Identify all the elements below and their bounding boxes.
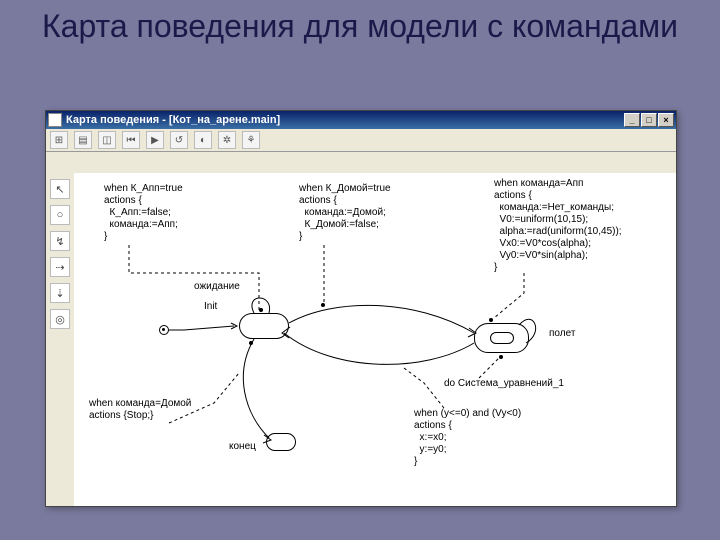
tdot-2 — [321, 303, 325, 307]
label-wait: ожидание — [194, 281, 240, 292]
tb-btn-2[interactable]: ▤ — [74, 131, 92, 149]
state-end[interactable] — [266, 433, 296, 451]
tdot-5 — [249, 341, 253, 345]
app-window: Карта поведения - [Кот_на_арене.main] _ … — [45, 110, 677, 507]
tdot-3 — [489, 318, 493, 322]
label-fly: полет — [549, 328, 575, 339]
tb-btn-6[interactable]: ↺ — [170, 131, 188, 149]
tdot-1 — [259, 308, 263, 312]
anno-app-cmd: when К_Апп=true actions { К_Апп:=false; … — [104, 183, 183, 243]
window-titlebar: Карта поведения - [Кот_на_арене.main] _ … — [46, 111, 676, 129]
maximize-button[interactable]: □ — [641, 113, 657, 127]
tool-sidebar: ↖ ○ ↯ ⇢ ⇣ ◎ — [46, 173, 75, 506]
tdot-4 — [499, 355, 503, 359]
label-end: конец — [229, 441, 256, 452]
sb-arrow-down-icon[interactable]: ⇣ — [50, 283, 70, 303]
anno-cmd-app: when команда=Апп actions { команда:=Нет_… — [494, 178, 622, 274]
sb-target-icon[interactable]: ◎ — [50, 309, 70, 329]
statechart-canvas: when К_Апп=true actions { К_Апп:=false; … — [74, 173, 676, 506]
tb-btn-7[interactable]: ◐ — [194, 131, 212, 149]
sb-transition-icon[interactable]: ↯ — [50, 231, 70, 251]
tb-btn-8[interactable]: ✲ — [218, 131, 236, 149]
app-icon — [48, 113, 62, 127]
label-init: Init — [204, 301, 217, 312]
toolbar-row-2 — [46, 152, 676, 175]
window-title: Карта поведения - [Кот_на_арене.main] — [66, 114, 280, 126]
anno-do-sys: do Система_уравнений_1 — [444, 378, 564, 390]
sb-pointer-icon[interactable]: ↖ — [50, 179, 70, 199]
sb-circle-icon[interactable]: ○ — [50, 205, 70, 225]
init-dot — [162, 328, 165, 331]
tb-btn-1[interactable]: ⊞ — [50, 131, 68, 149]
sb-arrow-right-icon[interactable]: ⇢ — [50, 257, 70, 277]
state-fly-inner — [490, 332, 514, 344]
tb-btn-3[interactable]: ◫ — [98, 131, 116, 149]
tb-btn-4[interactable]: ⏮ — [122, 131, 140, 149]
close-button[interactable]: × — [658, 113, 674, 127]
tb-btn-9[interactable]: ⚘ — [242, 131, 260, 149]
anno-home-cmd: when К_Домой=true actions { команда:=Дом… — [299, 183, 391, 243]
toolbar-row-1: ⊞ ▤ ◫ ⏮ ▶ ↺ ◐ ✲ ⚘ — [46, 129, 676, 152]
state-wait[interactable] — [239, 313, 289, 339]
minimize-button[interactable]: _ — [624, 113, 640, 127]
anno-land: when (y<=0) and (Vy<0) actions { x:=x0; … — [414, 408, 521, 468]
tb-btn-5[interactable]: ▶ — [146, 131, 164, 149]
slide-title: Карта поведения для модели с командами — [0, 0, 720, 45]
anno-cmd-home: when команда=Домой actions {Stop;} — [89, 398, 191, 422]
